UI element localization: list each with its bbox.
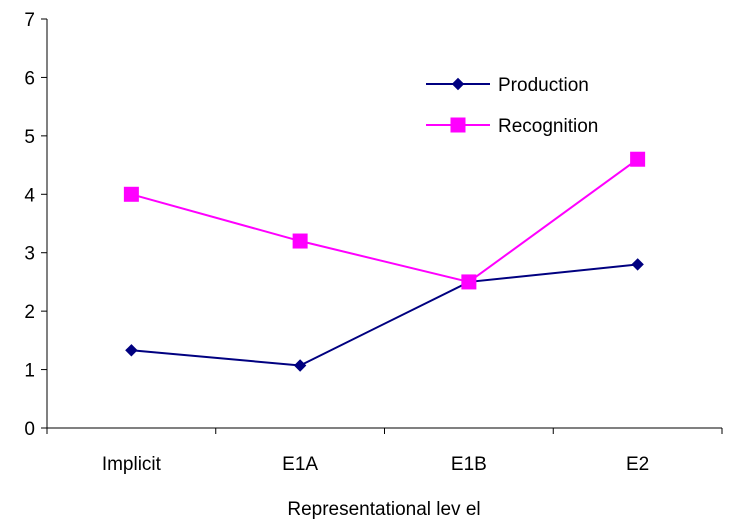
legend-marker <box>451 77 465 91</box>
legend-item: Recognition <box>426 116 598 137</box>
data-point <box>631 258 644 271</box>
x-tick-label: E1B <box>451 454 487 475</box>
y-tick-label: 7 <box>24 10 35 31</box>
x-tick-label: E2 <box>626 454 649 475</box>
y-tick-label: 3 <box>24 244 35 265</box>
x-ticks: Implicit E1A E1B E2 <box>46 428 723 475</box>
y-tick-label: 5 <box>24 127 35 148</box>
legend: Production Recognition <box>426 75 598 137</box>
series-line <box>131 158 639 284</box>
y-ticks: 0 1 2 3 4 5 6 7 <box>24 10 47 440</box>
data-point <box>630 151 646 167</box>
data-point <box>461 274 477 290</box>
data-point <box>125 344 138 357</box>
y-tick-label: 4 <box>24 185 35 206</box>
y-tick-label: 0 <box>24 419 35 440</box>
data-point <box>123 186 139 202</box>
series-line <box>131 263 638 367</box>
data-point <box>292 233 308 249</box>
y-tick-label: 2 <box>24 302 35 323</box>
x-axis-title: Representational lev el <box>287 499 480 520</box>
y-tick-label: 6 <box>24 68 35 89</box>
legend-item: Production <box>426 75 589 96</box>
legend-label: Recognition <box>498 116 598 137</box>
x-tick-label: E1A <box>282 454 318 475</box>
axes <box>46 19 722 429</box>
data-point <box>293 359 307 372</box>
legend-label: Production <box>498 75 589 96</box>
series-recognition <box>123 151 646 290</box>
plot-area <box>123 151 646 372</box>
x-tick-label: Implicit <box>102 454 162 475</box>
series-production <box>125 258 644 372</box>
y-tick-label: 1 <box>24 361 35 382</box>
legend-marker <box>450 117 466 133</box>
